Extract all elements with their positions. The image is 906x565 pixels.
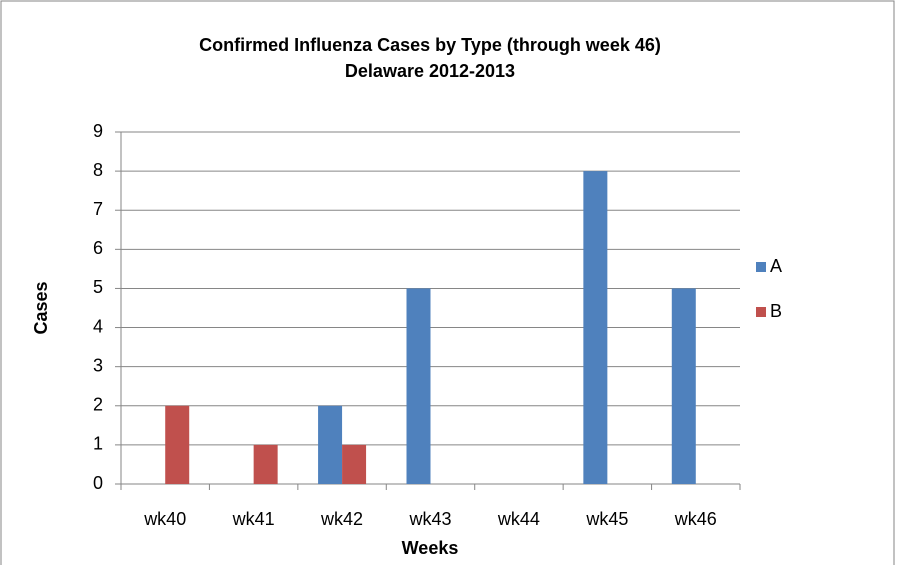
y-tick-label: 1 [93, 434, 103, 454]
bar [318, 405, 343, 484]
legend-swatch [756, 307, 766, 317]
chart-title: Confirmed Influenza Cases by Type (throu… [199, 35, 661, 55]
chart-subtitle: Delaware 2012-2013 [345, 61, 515, 81]
x-axis-label: Weeks [402, 538, 459, 558]
x-tick-label: wk45 [585, 509, 628, 529]
y-tick-label: 3 [93, 355, 103, 375]
bar [583, 171, 608, 484]
y-tick-label: 7 [93, 199, 103, 219]
y-tick-label: 8 [93, 160, 103, 180]
y-tick-label: 4 [93, 316, 103, 336]
x-tick-label: wk46 [674, 509, 717, 529]
y-tick-label: 0 [93, 473, 103, 493]
x-tick-label: wk43 [408, 509, 451, 529]
y-tick-label: 6 [93, 238, 103, 258]
bar [253, 444, 278, 484]
y-tick-label: 5 [93, 277, 103, 297]
legend-label: A [770, 256, 782, 276]
legend-swatch [756, 262, 766, 272]
x-tick-label: wk42 [320, 509, 363, 529]
y-tick-label: 2 [93, 395, 103, 415]
y-tick-label: 9 [93, 121, 103, 141]
y-axis-label: Cases [31, 281, 51, 334]
legend-label: B [770, 301, 782, 321]
x-tick-label: wk44 [497, 509, 540, 529]
bar [342, 444, 367, 484]
x-tick-label: wk41 [232, 509, 275, 529]
x-tick-label: wk40 [143, 509, 186, 529]
bar [406, 288, 431, 484]
bar [671, 288, 696, 484]
bar [165, 405, 190, 484]
